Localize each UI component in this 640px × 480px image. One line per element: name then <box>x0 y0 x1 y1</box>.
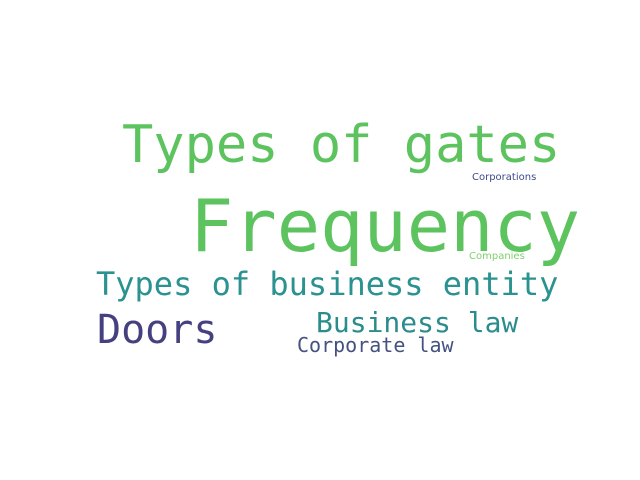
word-doors: Doors <box>97 307 218 353</box>
word-companies: Companies <box>469 251 525 262</box>
word-types-of-business-entity: Types of business entity <box>96 265 559 303</box>
word-types-of-gates: Types of gates <box>122 115 561 175</box>
word-corporations: Corporations <box>472 172 537 183</box>
word-frequency: Frequency <box>190 184 581 268</box>
word-business-law: Business law <box>316 306 519 339</box>
word-corporate-law: Corporate law <box>297 333 454 357</box>
